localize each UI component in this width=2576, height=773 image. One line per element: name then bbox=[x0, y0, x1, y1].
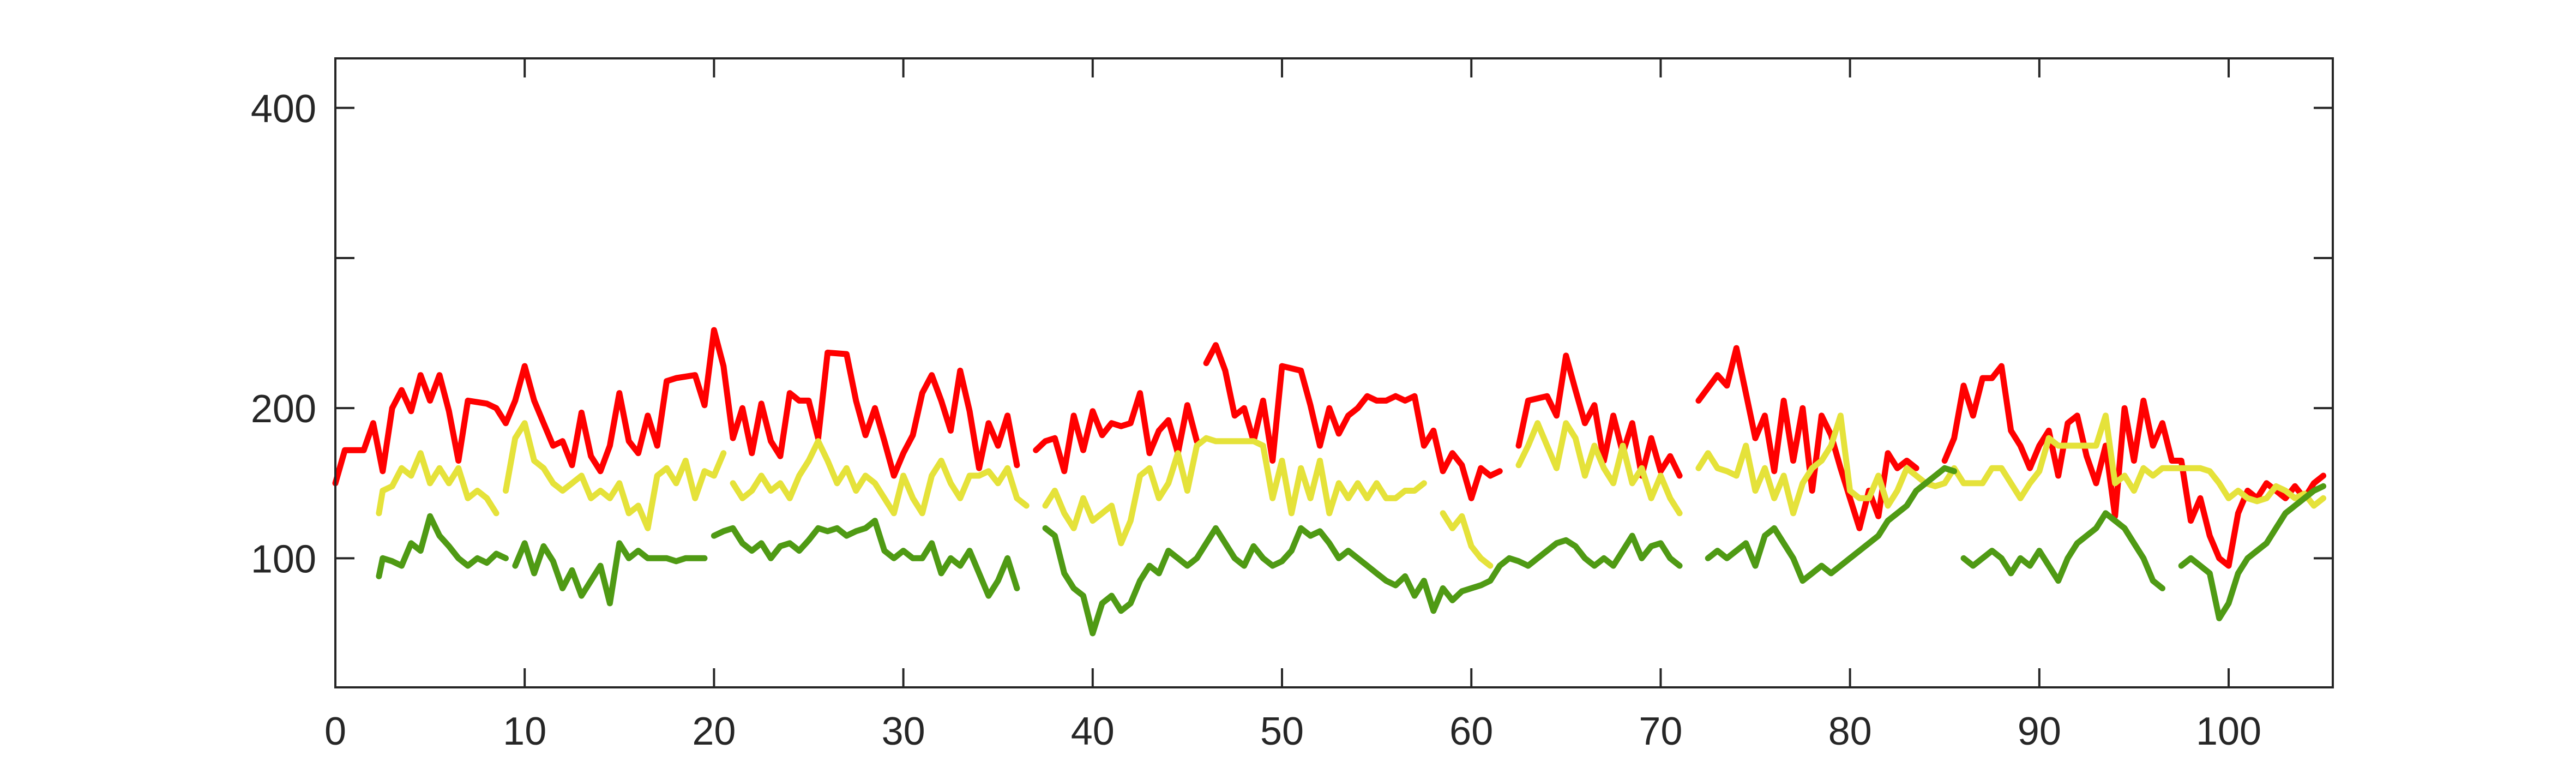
x-tick-label: 0 bbox=[324, 710, 346, 753]
series-2-segment-2 bbox=[503, 420, 727, 531]
x-tick-label: 60 bbox=[1449, 710, 1493, 753]
x-tick-label: 40 bbox=[1071, 710, 1115, 753]
series-1-segment-1 bbox=[332, 327, 1020, 487]
series-3 bbox=[376, 465, 2327, 637]
series-2-segment-7 bbox=[1695, 412, 2327, 517]
series-3-segment-3 bbox=[711, 518, 1020, 599]
series-3-segment-7 bbox=[2178, 483, 2327, 621]
series-2-segment-3 bbox=[730, 438, 1030, 517]
series-1-segment-2 bbox=[1033, 390, 1200, 475]
x-tick-label: 50 bbox=[1260, 710, 1304, 753]
x-tick-label: 80 bbox=[1828, 710, 1872, 753]
series-3-segment-6 bbox=[1960, 510, 2165, 591]
series-3-segment-4 bbox=[1042, 525, 1683, 637]
y-axis: 100 200 400 bbox=[251, 87, 2333, 581]
series-2-segment-1 bbox=[376, 450, 499, 517]
series-2-segment-4 bbox=[1042, 435, 1427, 547]
y-tick-label: 400 bbox=[251, 87, 316, 131]
series-2-segment-5 bbox=[1440, 510, 1494, 569]
x-tick-label: 30 bbox=[882, 710, 925, 753]
x-tick-label: 90 bbox=[2018, 710, 2061, 753]
series-2 bbox=[376, 412, 2327, 569]
series-2-segment-6 bbox=[1515, 420, 1683, 517]
series-3-segment-1 bbox=[376, 513, 509, 579]
series-3-segment-5 bbox=[1705, 465, 1958, 584]
series-1 bbox=[332, 327, 2327, 569]
y-tick-label: 200 bbox=[251, 387, 316, 431]
x-tick-label: 20 bbox=[692, 710, 736, 753]
plot-area-frame bbox=[334, 57, 2334, 688]
x-tick-label: 10 bbox=[503, 710, 546, 753]
series-1-segment-3 bbox=[1203, 342, 1503, 501]
plot-series bbox=[332, 327, 2327, 637]
series-3-segment-2 bbox=[512, 540, 708, 607]
series-1-segment-6 bbox=[1941, 363, 2327, 569]
x-axis: 0 10 20 30 40 50 60 70 80 90 100 bbox=[324, 58, 2261, 753]
y-tick-label: 100 bbox=[251, 537, 316, 581]
x-tick-label: 100 bbox=[2196, 710, 2261, 753]
x-tick-label: 70 bbox=[1639, 710, 1682, 753]
